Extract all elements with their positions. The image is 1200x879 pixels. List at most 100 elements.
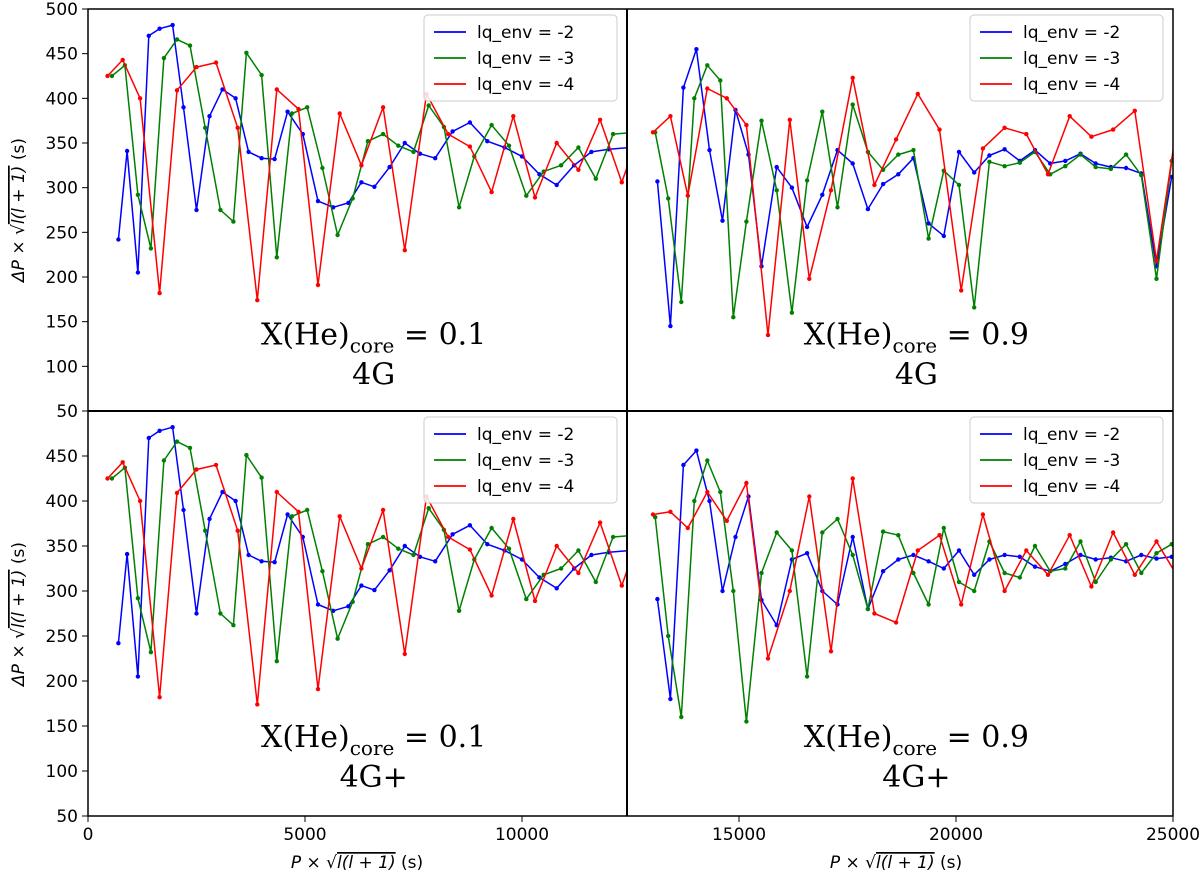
data-point xyxy=(956,548,962,553)
data-point xyxy=(765,656,771,661)
data-point xyxy=(976,562,980,566)
data-point xyxy=(1154,556,1159,561)
data-point xyxy=(135,192,141,197)
data-point xyxy=(774,530,779,535)
data-point xyxy=(936,168,940,172)
y-axis: 50 100 150 200 250 300 350 400 450 500 50 100 150 200… xyxy=(46,0,88,827)
x-tick-label: 10000 xyxy=(495,825,549,845)
x-tick-label: 15000 xyxy=(712,825,766,845)
data-point xyxy=(593,579,598,585)
data-point xyxy=(554,586,559,591)
y-axis-label-top-text: ΔP × √l(l + 1) (s) xyxy=(9,138,29,284)
panel-bottom-left: X(He)core = 0.14G+ xyxy=(105,425,1006,795)
data-point xyxy=(850,75,855,81)
series-lq-env-3 xyxy=(653,63,1173,320)
axis-label-base: P × xyxy=(830,853,865,873)
data-point xyxy=(707,498,712,504)
data-point xyxy=(880,562,884,566)
data-point xyxy=(233,498,238,504)
data-point xyxy=(828,547,832,551)
axis-label-sqrt-term: l(l + 1) xyxy=(876,853,935,873)
data-point xyxy=(244,50,249,55)
data-point xyxy=(157,290,162,296)
data-point xyxy=(380,131,386,137)
data-point xyxy=(787,588,792,594)
data-point xyxy=(315,198,321,204)
data-point xyxy=(666,633,671,639)
legend-entry: lq_env = -2 xyxy=(477,425,574,445)
annotation-subscript: core xyxy=(892,736,937,760)
legend-box xyxy=(423,14,618,102)
data-point xyxy=(820,192,825,197)
data-point xyxy=(1185,571,1189,575)
data-point xyxy=(668,323,673,329)
data-point xyxy=(181,105,186,110)
data-point xyxy=(804,551,810,556)
data-point xyxy=(558,566,564,571)
annotation-prefix: X(He) xyxy=(804,720,893,755)
data-point xyxy=(511,114,516,119)
data-point xyxy=(109,73,115,79)
data-point xyxy=(335,636,340,641)
axis-label-unit: (s) xyxy=(9,138,29,166)
data-point xyxy=(911,552,916,558)
data-point xyxy=(524,596,529,602)
data-point xyxy=(663,568,667,572)
data-point xyxy=(980,552,984,556)
data-point xyxy=(194,611,199,616)
series-line xyxy=(654,64,1173,318)
data-point xyxy=(203,528,208,533)
data-point xyxy=(672,149,676,153)
data-point xyxy=(956,182,962,188)
axis-label-base: ΔP × xyxy=(9,235,29,284)
data-point xyxy=(148,650,154,655)
data-point xyxy=(926,221,931,226)
data-point xyxy=(685,154,689,158)
panel-top-left: X(He)core = 0.14G xyxy=(105,22,962,393)
data-point xyxy=(105,476,110,481)
data-point xyxy=(774,164,779,170)
legend-entry: lq_env = -3 xyxy=(477,451,574,471)
data-point xyxy=(850,102,855,107)
data-point xyxy=(124,148,130,154)
data-point xyxy=(135,270,141,275)
x-axis-label-right: P × √l(l + 1) (s) xyxy=(830,853,962,873)
data-point xyxy=(402,651,407,657)
data-point xyxy=(187,43,193,48)
data-point xyxy=(772,526,776,530)
data-point xyxy=(889,548,893,552)
data-point xyxy=(285,512,290,517)
data-point xyxy=(724,96,729,101)
data-point xyxy=(880,159,884,163)
data-point xyxy=(872,182,877,188)
data-point xyxy=(865,606,871,612)
data-point xyxy=(320,165,325,171)
data-point xyxy=(679,299,684,305)
data-point xyxy=(871,143,875,147)
data-point xyxy=(932,159,936,163)
data-point xyxy=(958,163,962,167)
y-tick-label: 150 xyxy=(46,313,78,333)
axis-label-sqrt-sign: √ xyxy=(865,853,876,873)
data-point xyxy=(1002,548,1006,552)
data-point xyxy=(207,114,212,119)
data-point xyxy=(450,129,455,134)
data-point xyxy=(157,428,162,433)
data-point xyxy=(911,570,916,576)
data-point xyxy=(936,571,940,575)
data-point xyxy=(120,460,125,465)
data-point xyxy=(896,172,901,177)
data-point xyxy=(641,119,645,123)
data-point xyxy=(880,529,886,534)
data-point xyxy=(720,588,725,594)
axis-label-unit: (s) xyxy=(396,853,424,873)
data-point xyxy=(835,205,840,210)
data-point xyxy=(157,26,162,31)
data-point xyxy=(705,489,710,495)
data-point xyxy=(1093,161,1098,166)
axis-label-base: ΔP × xyxy=(9,639,29,688)
data-point xyxy=(628,145,632,149)
data-point xyxy=(157,695,162,700)
data-point xyxy=(489,189,494,195)
